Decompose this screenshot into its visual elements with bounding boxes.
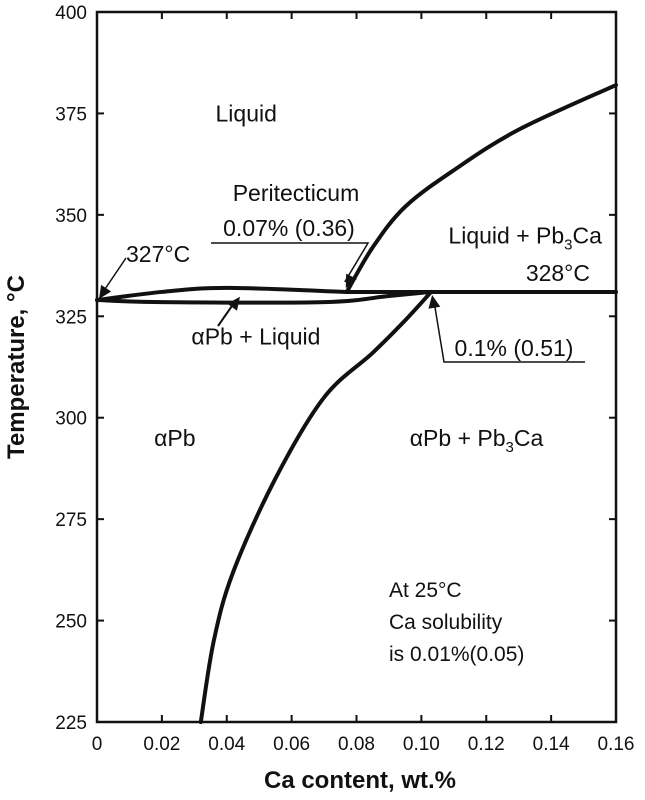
solubility-note-line: is 0.01%(0.05) [389, 643, 524, 666]
solubility-note-line: Ca solubility [389, 611, 503, 634]
region-label: αPb + Pb3Ca [410, 425, 544, 456]
region-label: αPb [154, 425, 195, 451]
region-labels: Liquid αPb + Liquid αPb αPb + Pb3Ca Liquid +… [154, 101, 602, 457]
arrow-head [227, 296, 240, 311]
y-tick-label: 350 [55, 206, 87, 227]
max-solubility-leader [433, 301, 585, 363]
temp-327-leader [102, 257, 127, 293]
x-axis-title: Ca content, wt.% [264, 767, 456, 794]
peritectic-leader [211, 242, 370, 283]
x-tick-label: 0.16 [598, 734, 635, 755]
y-tick-label: 225 [55, 713, 87, 734]
alpha-liquid-leader [217, 302, 235, 327]
temp-328-label: 328°C [526, 260, 590, 286]
curve-solidus-alpha [95, 289, 434, 305]
x-tick-label: 0 [92, 734, 103, 755]
curve-solvus [198, 289, 434, 724]
x-tick-label: 0.10 [403, 734, 440, 755]
region-label: Liquid + Pb3Ca [448, 222, 602, 253]
x-tick-label: 0.14 [533, 734, 570, 755]
region-label: Liquid [216, 101, 277, 127]
y-tick-label: 400 [55, 3, 87, 24]
y-tick-label: 375 [55, 104, 87, 125]
x-tick-label: 0.06 [273, 734, 310, 755]
y-tick-label: 275 [55, 510, 87, 531]
annotations: Peritecticum 0.07% (0.36) 327°C 328°C 0.1% (… [99, 180, 590, 666]
curve-liquidus-alpha [95, 285, 349, 303]
arrow-head [99, 284, 112, 300]
curve-liquidus-pb3ca [344, 83, 618, 294]
peritectic-composition: 0.07% (0.36) [223, 215, 355, 241]
solubility-note-line: At 25°C [389, 579, 462, 602]
x-tick-label: 0.08 [338, 734, 375, 755]
y-axis-title: Temperature, °C [3, 275, 30, 459]
ticks: 0 0.02 0.04 0.06 0.08 0.10 0.12 0.14 0.16 225 250 2… [55, 3, 634, 755]
temp-327-label: 327°C [126, 241, 190, 267]
y-tick-label: 250 [55, 612, 87, 633]
y-tick-label: 325 [55, 307, 87, 328]
x-tick-label: 0.12 [468, 734, 505, 755]
arrow-head [428, 294, 441, 309]
region-label: αPb + Liquid [191, 324, 320, 350]
peritectic-title: Peritecticum [233, 180, 360, 206]
arrow-head [345, 273, 357, 288]
y-tick-label: 300 [55, 409, 87, 430]
x-tick-label: 0.02 [143, 734, 180, 755]
phase-boundaries [95, 83, 618, 724]
x-tick-label: 0.04 [208, 734, 245, 755]
max-solubility-label: 0.1% (0.51) [455, 335, 574, 361]
